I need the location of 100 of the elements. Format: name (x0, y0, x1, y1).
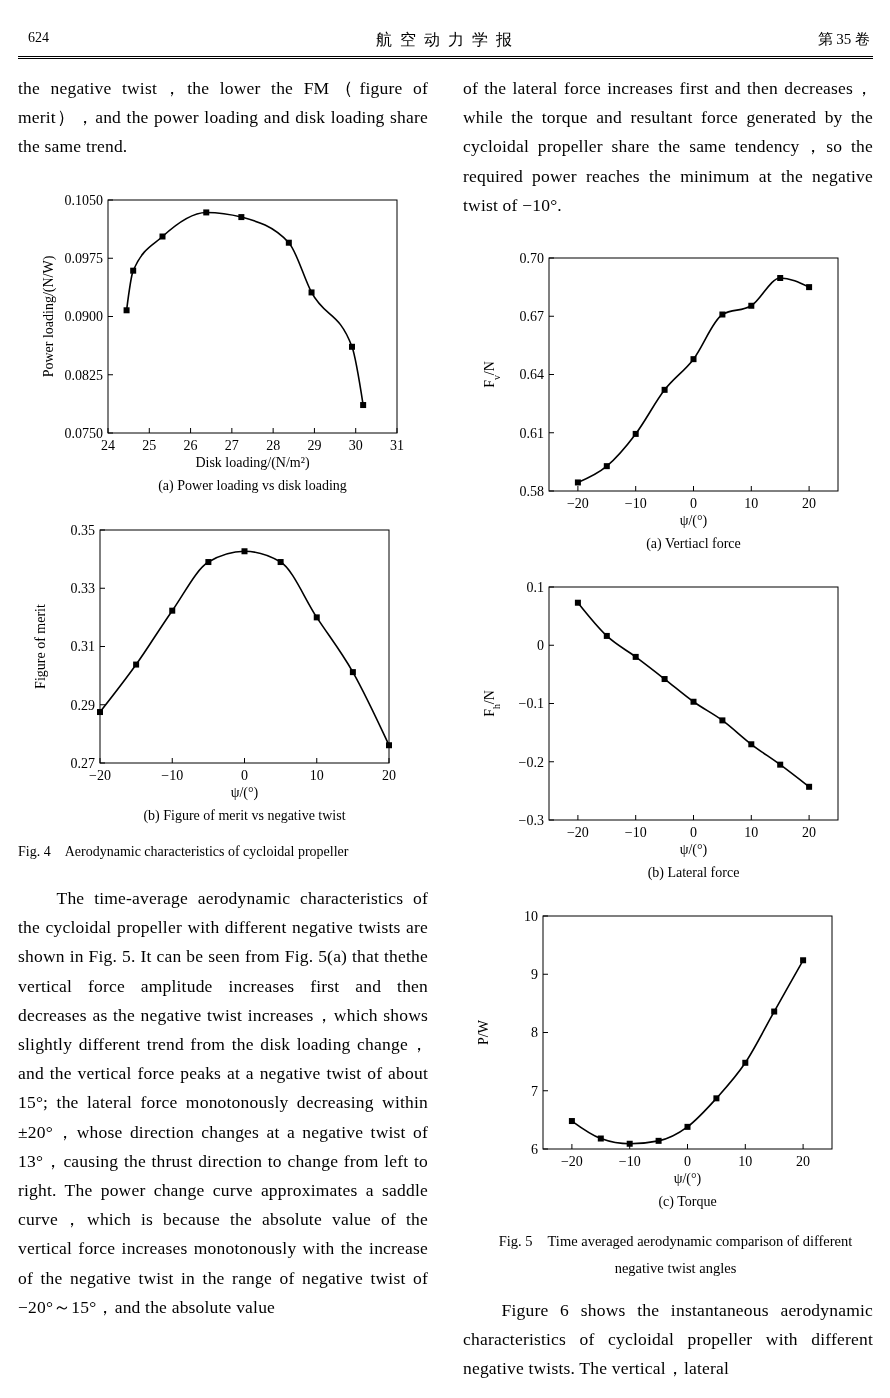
x-tick-label: 0 (690, 825, 697, 840)
point (690, 698, 697, 705)
point (806, 783, 813, 790)
point (285, 239, 292, 246)
x-axis-title: ψ/(°) (679, 513, 708, 529)
point (597, 1135, 604, 1142)
x-tick-label: −20 (89, 768, 111, 783)
y-tick-label: −0.3 (518, 812, 544, 828)
x-tick-label: 24 (101, 438, 115, 453)
point (130, 267, 137, 274)
y-tick-label: 0.1050 (64, 192, 103, 208)
y-tick-label: 0.67 (519, 309, 544, 325)
point (655, 1137, 662, 1144)
point (308, 289, 315, 296)
point (568, 1118, 575, 1125)
point (742, 1059, 749, 1066)
x-axis-title: ψ/(°) (673, 1171, 702, 1187)
x-tick-label: −10 (161, 768, 184, 783)
x-tick-label: 27 (224, 438, 239, 453)
y-tick-label: 0.0900 (64, 309, 103, 325)
point (603, 463, 610, 470)
y-tick-label: 6 (531, 1141, 538, 1157)
y-tick-label: 0.1 (526, 579, 544, 595)
point (661, 676, 668, 683)
x-tick-label: 0 (690, 496, 697, 511)
y-tick-label: 0.61 (519, 425, 544, 441)
text: The time-average aerodynamic characteristics of the cycloidal propeller with different negative twists are shown in Fig. 5. It can be seen from Fig. 5(a) that thethe vertical force amplitude increases first and then decreases as the negative twist increases，which shows slightly different trend from the disk loading change，and the vertical force peaks at a negative twist of about 15°; the lateral force monotonously decreasing within ±20°，whose direction changes at a negative twist of 13°，causing the thrust direction to change from left to right. The power change curve approximates a saddle curve，which is because the absolute value of the vertical force increases monotonously with the increase of the negative twist in the range of negative twist of −20°～15°，and the absolute value (18, 888, 428, 1317)
text: (b) Figure of merit vs negative twist (143, 808, 346, 824)
point (748, 302, 755, 309)
point (771, 1008, 778, 1015)
x-tick-label: 10 (744, 825, 759, 840)
text: 624 (28, 30, 49, 46)
point (603, 632, 610, 639)
text: (a) Vertiacl force (646, 536, 741, 552)
point (690, 356, 697, 363)
point (277, 559, 284, 566)
x-tick-label: 28 (266, 438, 281, 453)
point (632, 430, 639, 437)
point (360, 402, 367, 409)
point (349, 669, 356, 676)
x-tick-label: 10 (744, 496, 759, 511)
point (313, 614, 320, 621)
x-tick-label: −10 (624, 825, 647, 840)
point (97, 709, 103, 716)
point (574, 599, 581, 606)
point (713, 1095, 720, 1102)
x-tick-label: 20 (796, 1154, 811, 1169)
x-tick-label: 31 (390, 438, 404, 453)
y-tick-label: 0.0825 (64, 367, 103, 383)
y-axis-title: P/W (476, 1019, 491, 1045)
x-tick-label: −20 (566, 496, 589, 511)
y-tick-label: 7 (531, 1083, 538, 1099)
x-axis-title: ψ/(°) (230, 785, 259, 801)
point (169, 607, 176, 614)
point (238, 214, 245, 221)
point (203, 209, 210, 216)
y-tick-label: −0.1 (518, 696, 544, 712)
x-axis-title: Disk loading/(N/m²) (195, 455, 310, 471)
point (684, 1123, 691, 1130)
y-axis-title: Power loading/(N/W) (41, 255, 57, 378)
y-tick-label: 0.35 (70, 522, 95, 538)
point (719, 311, 726, 318)
x-tick-label: 20 (802, 825, 817, 840)
y-tick-label: 0.29 (70, 697, 95, 713)
point (632, 653, 639, 660)
point (719, 717, 726, 724)
x-tick-label: 10 (738, 1154, 753, 1169)
x-tick-label: −10 (624, 496, 647, 511)
y-tick-label: 0.27 (70, 755, 95, 771)
x-tick-label: −20 (566, 825, 589, 840)
y-tick-label: 0 (537, 638, 544, 654)
text: (b) Lateral force (647, 865, 740, 881)
point (748, 741, 755, 748)
y-tick-label: 0.31 (70, 639, 95, 655)
caption: Fig. 5 Time averaged aerodynamic comparison of different negative twist angles (497, 1232, 854, 1278)
point (777, 275, 784, 281)
text: (c) Torque (658, 1194, 717, 1210)
x-tick-label: 20 (382, 768, 396, 783)
x-tick-label: 20 (802, 496, 817, 511)
x-tick-label: 26 (183, 438, 198, 453)
caption: Figure 6 shows the instantaneous aerodynamic characteristics of cycloidal propeller with different negative twists. The vertical，lateral (463, 1299, 873, 1381)
x-tick-label: 30 (348, 438, 363, 453)
point (800, 957, 807, 964)
x-tick-label: 0 (684, 1154, 691, 1169)
x-tick-label: 29 (307, 438, 322, 453)
point (133, 661, 140, 668)
y-tick-label: 0.64 (519, 367, 544, 383)
y-tick-label: 10 (524, 908, 538, 924)
x-tick-label: 25 (142, 438, 157, 453)
y-tick-label: 9 (531, 967, 538, 983)
point (574, 479, 581, 486)
point (386, 742, 392, 749)
point (159, 233, 166, 240)
caption: Fig. 4 Aerodynamic characteristics of cycloidal propeller (18, 843, 350, 861)
point (777, 761, 784, 768)
point (806, 284, 813, 291)
point (205, 559, 212, 566)
point (661, 386, 668, 393)
y-tick-label: 0.0750 (64, 425, 103, 441)
y-tick-label: 0.58 (519, 483, 544, 499)
